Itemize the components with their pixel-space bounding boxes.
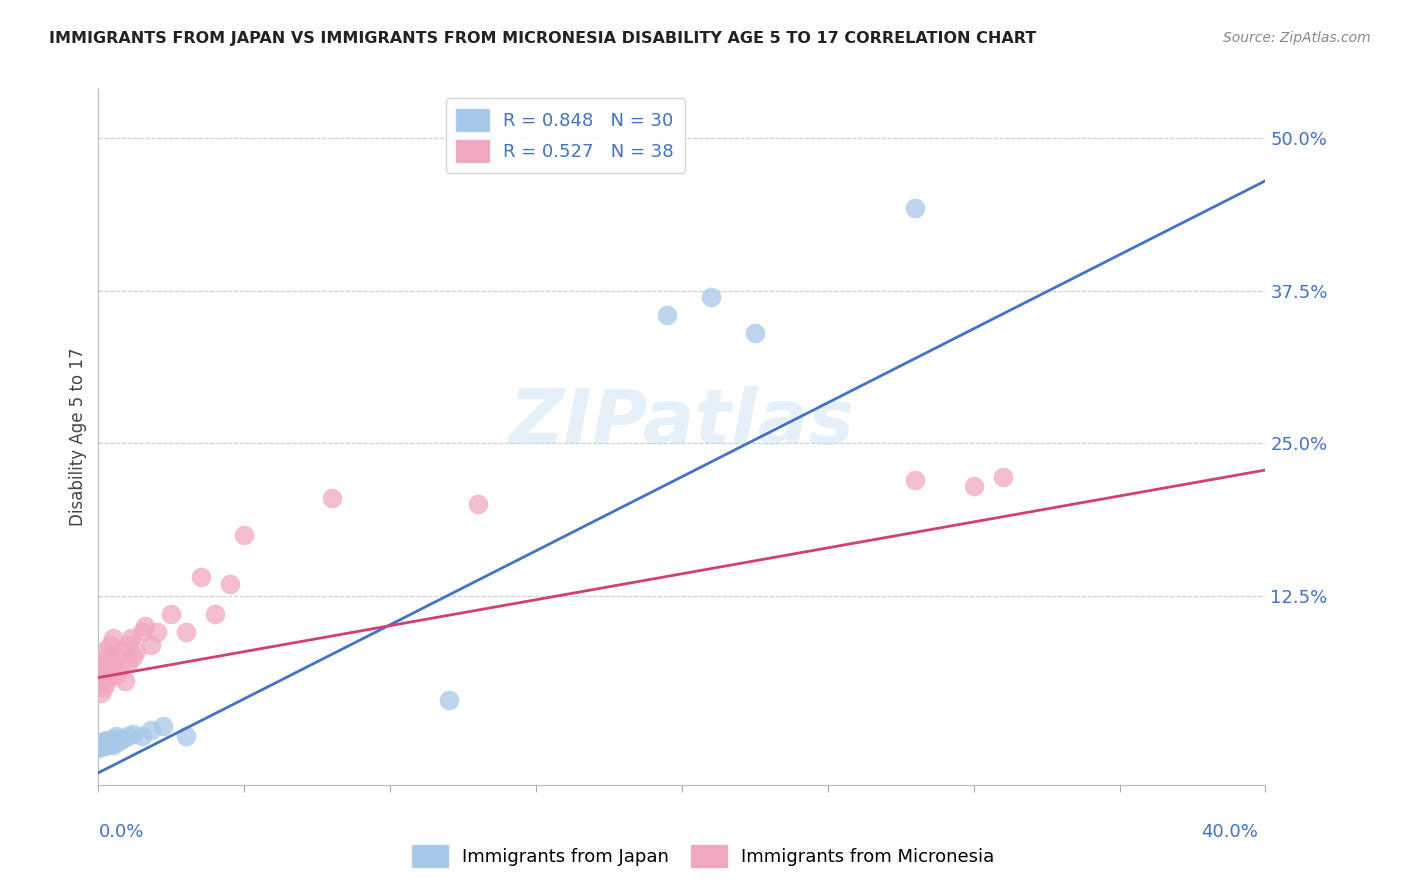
Point — [98, 734, 121, 748]
Point — [467, 497, 489, 511]
Point — [101, 731, 124, 746]
Point — [98, 638, 121, 652]
Text: 40.0%: 40.0% — [1202, 822, 1258, 840]
Point — [134, 619, 156, 633]
Point — [104, 668, 127, 682]
Point — [174, 625, 197, 640]
Point — [108, 662, 131, 676]
Point — [117, 656, 139, 670]
Point — [96, 732, 118, 747]
Point — [904, 201, 927, 215]
Point — [90, 738, 112, 752]
Y-axis label: Disability Age 5 to 17: Disability Age 5 to 17 — [69, 348, 87, 526]
Point — [96, 674, 118, 689]
Point — [152, 719, 174, 733]
Point — [93, 643, 115, 657]
Point — [904, 473, 927, 487]
Point — [93, 734, 115, 748]
Point — [98, 668, 121, 682]
Point — [87, 674, 110, 689]
Point — [962, 479, 984, 493]
Point — [93, 736, 115, 750]
Point — [131, 729, 153, 743]
Point — [87, 668, 110, 682]
Point — [160, 607, 183, 621]
Legend: Immigrants from Japan, Immigrants from Micronesia: Immigrants from Japan, Immigrants from M… — [405, 838, 1001, 874]
Text: IMMIGRANTS FROM JAPAN VS IMMIGRANTS FROM MICRONESIA DISABILITY AGE 5 TO 17 CORRE: IMMIGRANTS FROM JAPAN VS IMMIGRANTS FROM… — [49, 31, 1036, 46]
Point — [104, 649, 127, 664]
Point — [437, 692, 460, 706]
Point — [218, 576, 240, 591]
Point — [87, 739, 110, 753]
Point — [122, 649, 145, 664]
Point — [174, 729, 197, 743]
Point — [117, 729, 139, 743]
Point — [90, 686, 112, 700]
Point — [190, 570, 212, 584]
Point — [98, 736, 121, 750]
Point — [139, 638, 162, 652]
Point — [321, 491, 343, 505]
Point — [101, 632, 124, 646]
Point — [108, 734, 131, 748]
Point — [111, 643, 134, 657]
Point — [101, 656, 124, 670]
Point — [101, 738, 124, 752]
Point — [93, 662, 115, 676]
Point — [96, 735, 118, 749]
Point — [700, 290, 723, 304]
Point — [120, 632, 142, 646]
Point — [146, 625, 169, 640]
Point — [90, 740, 112, 755]
Point — [131, 625, 153, 640]
Legend: R = 0.848   N = 30, R = 0.527   N = 38: R = 0.848 N = 30, R = 0.527 N = 38 — [446, 98, 685, 173]
Text: ZIPatlas: ZIPatlas — [509, 386, 855, 460]
Point — [233, 527, 256, 541]
Point — [104, 729, 127, 743]
Point — [139, 723, 162, 737]
Text: Source: ZipAtlas.com: Source: ZipAtlas.com — [1223, 31, 1371, 45]
Point — [93, 681, 115, 695]
Point — [744, 326, 766, 341]
Point — [96, 649, 118, 664]
Point — [204, 607, 226, 621]
Point — [93, 739, 115, 753]
Point — [122, 727, 145, 741]
Point — [117, 638, 139, 652]
Text: 0.0%: 0.0% — [98, 822, 143, 840]
Point — [111, 731, 134, 746]
Point — [114, 674, 136, 689]
Point — [90, 656, 112, 670]
Point — [96, 738, 118, 752]
Point — [125, 643, 148, 657]
Point — [90, 736, 112, 750]
Point — [657, 308, 679, 322]
Point — [104, 735, 127, 749]
Point — [991, 470, 1014, 484]
Point — [87, 741, 110, 756]
